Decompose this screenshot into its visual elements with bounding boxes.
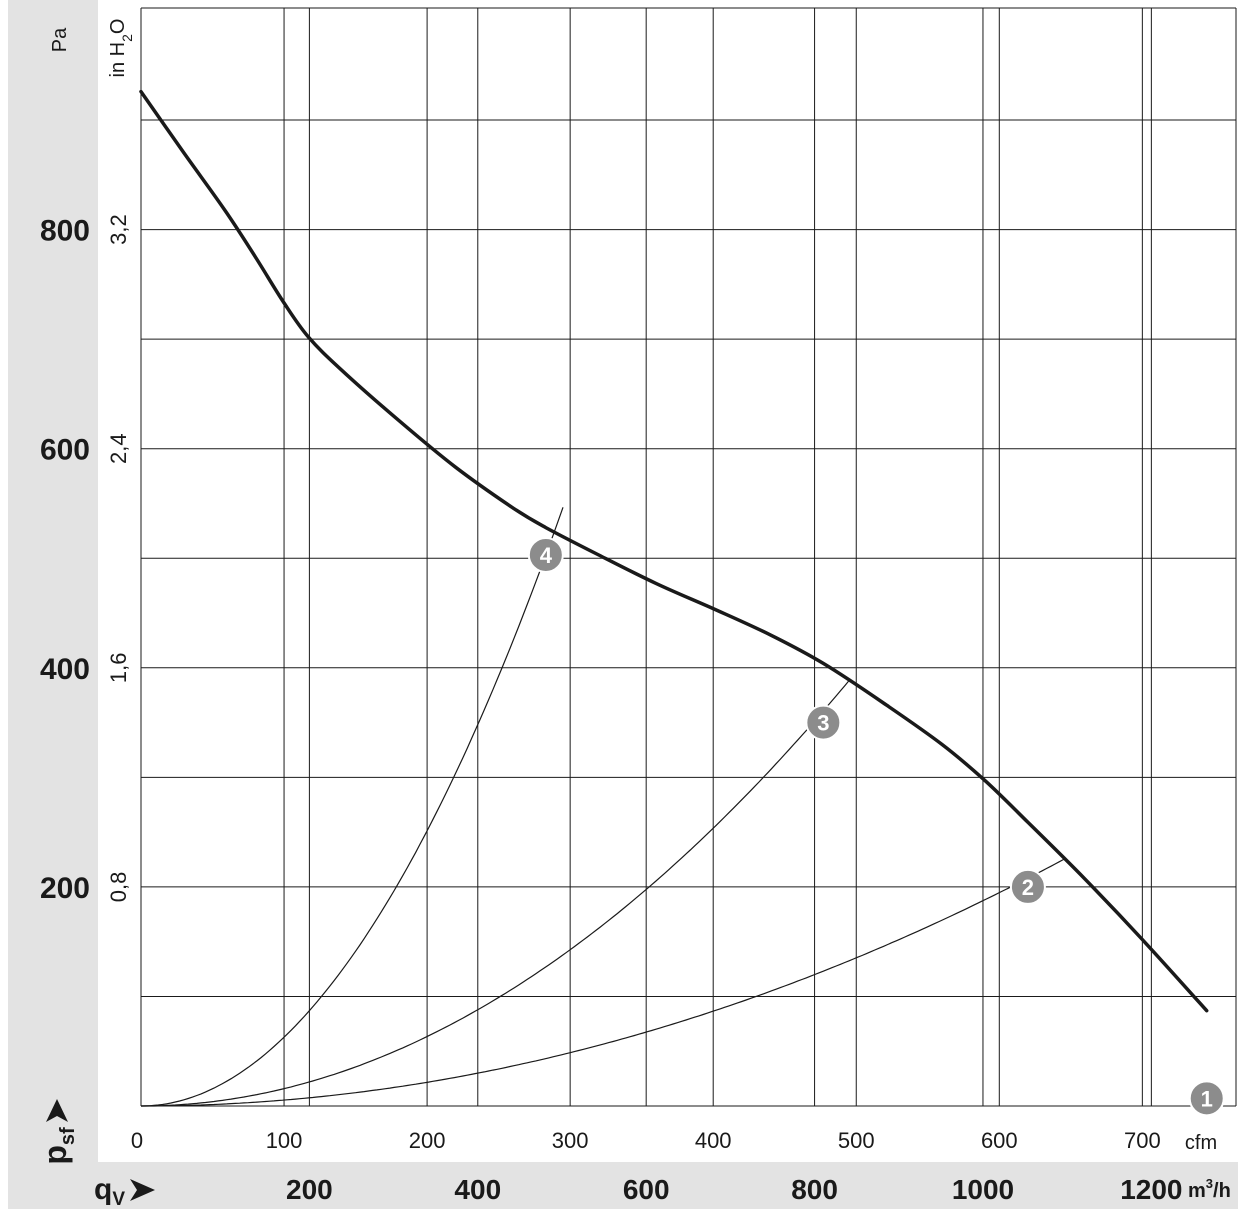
inh2o-tick-labels: 0,8 1,6 2,4 3,2 [106,214,131,902]
qv-symbol: qV [94,1173,155,1209]
fan-curve [139,89,1209,1013]
qv-arrow-icon [130,1179,155,1201]
plot-area [141,8,1236,1106]
operating-point-3: 3 [805,704,842,741]
operating-point-label: 2 [1022,875,1034,900]
operating-point-2: 2 [1009,868,1046,905]
m3h-tick-label: 600 [623,1174,670,1205]
cfm-tick-label: 400 [695,1128,732,1153]
system-curve [141,858,1066,1107]
operating-point-1: 1 [1188,1080,1225,1117]
pa-tick-label: 400 [40,653,90,686]
cfm-tick-label: 200 [409,1128,446,1153]
operating-points: 1 2 3 4 [527,536,1225,1117]
inh2o-unit-label: in H2O [107,19,135,78]
operating-point-marker [527,536,564,573]
operating-point-label: 3 [817,711,829,736]
pa-tick-labels: 200 400 600 800 [40,215,90,905]
pa-unit-label: Pa [49,27,71,52]
system-curve [140,507,564,1107]
m3h-unit-label: m3/h [1188,1176,1231,1202]
operating-point-label: 1 [1201,1086,1213,1111]
inh2o-tick-label: 2,4 [106,433,131,464]
operating-point-4: 4 [527,536,564,573]
m3h-tick-label: 1200 [1120,1174,1182,1205]
psf-symbol: psf [37,1099,79,1165]
psf-arrow-icon [46,1099,68,1122]
operating-point-marker [1009,868,1046,905]
inh2o-tick-label: 0,8 [106,872,131,903]
operating-point-label: 4 [540,543,553,568]
svg-text:qV: qV [94,1173,125,1209]
system-curves [140,507,1066,1107]
m3h-tick-label: 200 [286,1174,333,1205]
cfm-tick-label: 100 [266,1128,303,1153]
cfm-tick-label: 300 [552,1128,589,1153]
grid [140,7,1237,1107]
inh2o-tick-label: 3,2 [106,214,131,245]
system-curve [141,680,850,1107]
pa-tick-label: 800 [40,215,90,248]
operating-point-marker [805,704,842,741]
left-axis-panel [8,0,98,1209]
cfm-tick-label: 500 [838,1128,875,1153]
m3h-tick-label: 1000 [952,1174,1014,1205]
pa-tick-label: 200 [40,872,90,905]
m3h-tick-label: 800 [791,1174,838,1205]
operating-point-marker [1188,1080,1225,1117]
cfm-tick-label: 600 [981,1128,1018,1153]
svg-text:psf: psf [37,1127,79,1165]
cfm-tick-labels: 0 100 200 300 400 500 600 700 [131,1128,1161,1153]
inh2o-tick-label: 1,6 [106,653,131,684]
cfm-tick-label: 0 [131,1128,143,1153]
m3h-tick-labels: 200 400 600 800 1000 1200 [286,1174,1182,1205]
m3h-tick-label: 400 [454,1174,501,1205]
pa-tick-label: 600 [40,434,90,467]
bottom-axis-panel [8,1162,1238,1209]
cfm-tick-label: 700 [1124,1128,1161,1153]
cfm-unit-label: cfm [1185,1132,1217,1154]
